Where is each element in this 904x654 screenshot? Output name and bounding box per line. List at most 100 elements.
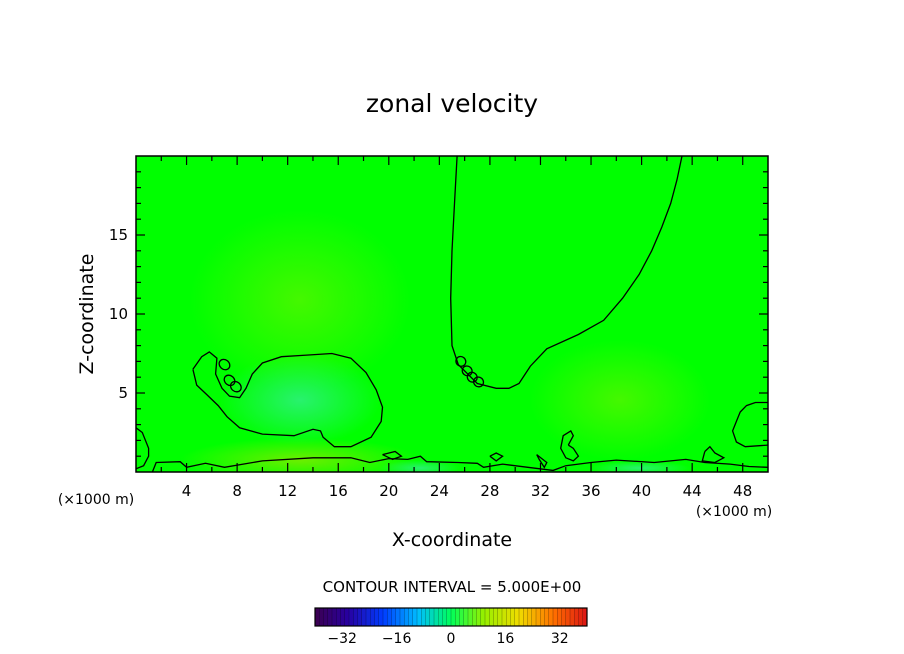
colorbar-swatch xyxy=(561,608,567,626)
colorbar-swatch xyxy=(536,608,541,626)
cell-contour-5 xyxy=(382,450,403,461)
colorbar-swatch xyxy=(527,608,533,626)
x-tick-label: 8 xyxy=(232,482,242,500)
cell-contour-2 xyxy=(701,445,726,464)
colorbar-swatch xyxy=(353,608,358,626)
blob-contour-1 xyxy=(218,358,231,371)
y-tick-label: 15 xyxy=(109,226,128,244)
colorbar-swatch xyxy=(523,608,528,626)
colorbar-tick-label: 16 xyxy=(496,631,514,647)
colorbar-swatch xyxy=(493,608,499,626)
colorbar-swatch xyxy=(553,608,558,626)
x-tick-label: 32 xyxy=(531,482,550,500)
colorbar-swatch xyxy=(459,608,465,626)
colorbar-swatch xyxy=(438,608,443,626)
colorbar-swatch xyxy=(425,608,431,626)
x-tick-label: 24 xyxy=(430,482,449,500)
chart-title: zonal velocity xyxy=(366,89,538,118)
ground-contour xyxy=(151,455,768,472)
cool-patch-bottom xyxy=(380,460,460,472)
y-tick-label: 10 xyxy=(109,305,128,323)
colorbar-swatch xyxy=(378,608,384,626)
colorbar-swatch xyxy=(370,608,375,626)
colorbar-swatch xyxy=(327,608,333,626)
colorbar-tick-label: 32 xyxy=(551,631,569,647)
colorbar-swatch xyxy=(476,608,482,626)
colorbar-swatch xyxy=(361,608,367,626)
colorbar-swatch xyxy=(468,608,473,626)
colorbar-tick-label: −16 xyxy=(382,631,412,647)
colorbar-swatch xyxy=(540,608,545,626)
colorbar-swatch xyxy=(336,608,341,626)
colorbar-swatch xyxy=(455,608,460,626)
blob-contour-7 xyxy=(472,376,485,388)
colorbar-swatch xyxy=(391,608,397,626)
colorbar-swatch xyxy=(570,608,575,626)
x-unit-label-left: (×1000 m) xyxy=(58,492,134,508)
colorbar-swatch xyxy=(472,608,477,626)
contour-lines xyxy=(136,156,768,472)
x-tick-label: 36 xyxy=(581,482,600,500)
x-unit-label-right: (×1000 m) xyxy=(696,504,772,520)
colorbar-frame xyxy=(314,607,588,627)
colorbar-swatch xyxy=(400,608,405,626)
colorbar-swatch xyxy=(429,608,435,626)
colorbar-swatch xyxy=(446,608,452,626)
colorbar-swatch xyxy=(574,608,579,626)
blob-contour-3 xyxy=(229,380,242,393)
colorbar-swatch xyxy=(357,608,363,626)
colorbar-swatch xyxy=(374,608,380,626)
x-tick-label: 16 xyxy=(329,482,348,500)
colorbar-swatch xyxy=(463,608,469,626)
colorbar-swatch xyxy=(557,608,562,626)
colorbar-swatch xyxy=(514,608,520,626)
y-tick-label: 5 xyxy=(118,384,128,402)
colorbar-swatch xyxy=(544,608,550,626)
x-tick-label: 40 xyxy=(632,482,651,500)
colorbar-swatch xyxy=(497,608,503,626)
left-edge-contour xyxy=(136,427,150,470)
colorbar: −32 −16 0 16 32 xyxy=(314,607,588,647)
x-axis-label: X-coordinate xyxy=(392,529,512,551)
colorbar-swatch xyxy=(434,608,439,626)
blob-contour-2 xyxy=(223,374,236,387)
colorbar-swatch xyxy=(323,608,329,626)
colorbar-swatch xyxy=(421,608,426,626)
colorbar-swatch xyxy=(412,608,418,626)
cell-contour-3 xyxy=(489,452,504,462)
y-axis-label: Z-coordinate xyxy=(76,254,98,375)
cool-patch-center xyxy=(220,355,380,445)
right-edge-contour xyxy=(731,401,768,448)
cell-contour-4 xyxy=(536,454,548,469)
colorbar-swatch xyxy=(332,608,337,626)
colorbar-swatch xyxy=(489,608,494,626)
colorbar-swatch xyxy=(340,608,346,626)
colorbar-swatch xyxy=(395,608,401,626)
colorbar-swatch xyxy=(408,608,414,626)
colorbar-swatch xyxy=(510,608,516,626)
warm-patch-upper-left xyxy=(190,210,410,390)
colorbar-swatch xyxy=(502,608,507,626)
cell-contour-1 xyxy=(560,429,580,462)
colorbar-swatch xyxy=(531,608,537,626)
x-tick-label: 28 xyxy=(480,482,499,500)
colorbar-swatch xyxy=(565,608,571,626)
blob-contour-4 xyxy=(455,355,467,367)
colorbar-swatch xyxy=(442,608,448,626)
blob-contour-6 xyxy=(466,371,478,383)
colorbar-tick-label: 0 xyxy=(447,631,456,647)
colorbar-swatch xyxy=(344,608,350,626)
colorbar-swatch xyxy=(366,608,371,626)
colorbar-swatch xyxy=(349,608,354,626)
colorbar-tick-label: −32 xyxy=(327,631,357,647)
colorbar-swatch xyxy=(578,608,584,626)
colorbar-swatch xyxy=(451,608,456,626)
blob-contour-5 xyxy=(461,365,473,377)
contour-interval-label: CONTOUR INTERVAL = 5.000E+00 xyxy=(323,578,582,596)
left-lobe-contour xyxy=(192,351,384,448)
colorbar-swatch xyxy=(319,608,324,626)
upper-right-contour xyxy=(450,156,683,389)
